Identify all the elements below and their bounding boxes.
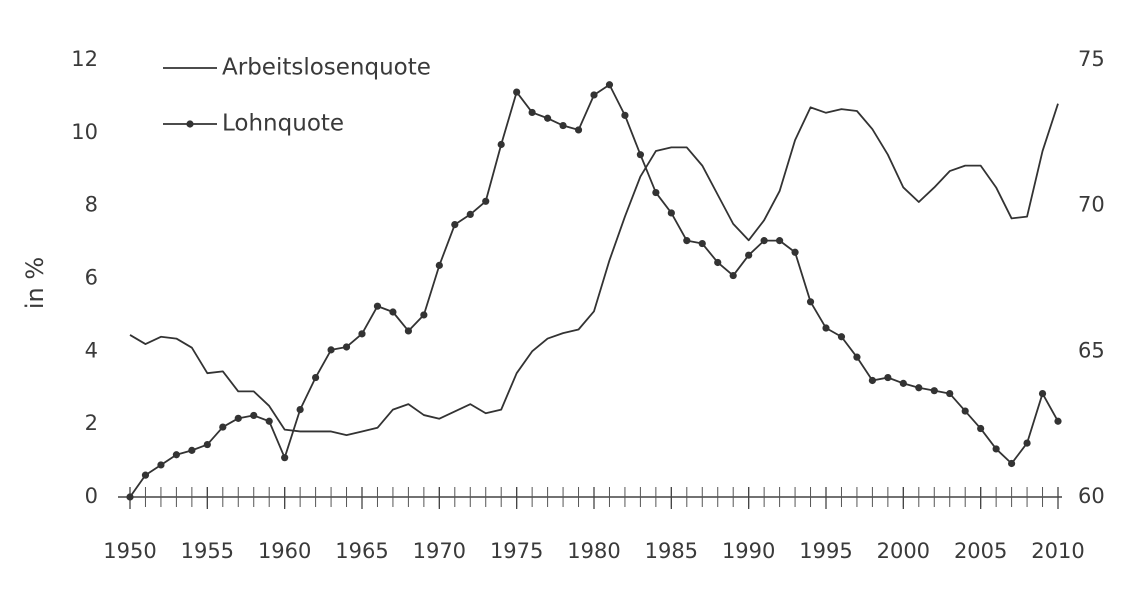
series-marker (544, 114, 552, 122)
series-marker (698, 239, 706, 248)
series-marker (172, 451, 180, 459)
x-tick-label: 1960 (258, 539, 311, 563)
x-tick-label: 1970 (413, 539, 466, 563)
y-tick-label: 4 (85, 338, 98, 362)
y2-tick-label: 70 (1078, 193, 1105, 217)
series-marker (745, 251, 753, 259)
series-marker (605, 81, 614, 89)
x-tick-label: 1965 (335, 539, 388, 563)
series-marker (714, 258, 722, 267)
series-marker (389, 308, 397, 316)
y-tick-label: 12 (71, 47, 98, 71)
series-marker (203, 440, 211, 449)
series-marker (590, 91, 598, 99)
series-marker (281, 454, 289, 462)
series-marker (729, 271, 737, 280)
y2-tick-label: 65 (1078, 338, 1105, 362)
x-tick-label: 1980 (567, 539, 620, 563)
x-tick-label: 1955 (181, 539, 234, 563)
series-marker (574, 126, 583, 134)
series-marker (497, 140, 505, 149)
series-marker (1008, 459, 1016, 468)
y-tick-label: 2 (85, 411, 98, 435)
series-marker (188, 446, 196, 454)
series-marker (667, 209, 675, 217)
series-marker (420, 311, 428, 319)
series-marker (977, 424, 985, 433)
y-tick-label: 10 (71, 120, 98, 144)
y2-tick-label: 60 (1078, 484, 1105, 508)
series-marker (621, 111, 629, 119)
series-marker (327, 346, 335, 354)
series-marker (234, 414, 242, 422)
series-marker (373, 302, 382, 310)
series-marker (760, 237, 768, 245)
x-tick-label: 1995 (799, 539, 852, 563)
series-marker (219, 423, 227, 431)
x-tick-label: 2005 (954, 539, 1007, 563)
y-tick-label: 0 (85, 484, 98, 508)
x-tick-label: 2000 (877, 539, 930, 563)
legend-label: Lohnquote (222, 111, 344, 137)
series-marker (946, 389, 954, 398)
series-marker (312, 373, 320, 382)
series-line (129, 103, 1059, 436)
series-marker (559, 121, 567, 130)
x-tick-label: 1950 (103, 539, 156, 563)
series-marker (157, 461, 165, 469)
series-marker (636, 151, 645, 159)
x-tick-label: 1985 (645, 539, 698, 563)
x-tick-label: 1975 (490, 539, 543, 563)
series-marker (250, 411, 258, 420)
x-tick-label: 1990 (722, 539, 775, 563)
series-line (129, 83, 1059, 498)
series-marker (296, 406, 304, 414)
series-marker (884, 373, 892, 382)
series-marker (930, 387, 938, 395)
series-marker (342, 343, 351, 351)
series-marker (837, 333, 846, 341)
series-marker (141, 471, 150, 479)
series-marker (404, 327, 412, 335)
series-marker (791, 248, 799, 256)
legend-marker (186, 120, 194, 128)
series-marker (1054, 417, 1062, 425)
y-axis-label: in % (21, 257, 49, 309)
series-marker (806, 298, 815, 306)
series-marker (126, 493, 134, 501)
legend-label: Arbeitslosenquote (222, 55, 431, 81)
series-marker (435, 261, 443, 269)
x-tick-label: 2010 (1031, 539, 1084, 563)
series-marker (853, 353, 861, 361)
series-marker (466, 210, 474, 219)
series-marker (513, 88, 521, 96)
series-marker (868, 376, 877, 385)
series-marker (528, 108, 536, 117)
y-tick-label: 8 (85, 193, 98, 217)
series-marker (992, 445, 1000, 453)
series-marker (1023, 439, 1031, 447)
series-marker (652, 188, 660, 197)
series-marker (1038, 389, 1047, 398)
series-marker (482, 197, 490, 205)
series-marker (776, 237, 784, 245)
y2-tick-label: 75 (1078, 47, 1105, 71)
series-marker (358, 330, 366, 338)
series-marker (961, 407, 969, 415)
series-marker (265, 417, 273, 425)
y-tick-label: 6 (85, 266, 98, 290)
series-marker (915, 384, 923, 392)
series-marker (683, 237, 691, 245)
series-marker (451, 221, 459, 229)
series-marker (899, 379, 907, 387)
series-marker (822, 324, 830, 332)
